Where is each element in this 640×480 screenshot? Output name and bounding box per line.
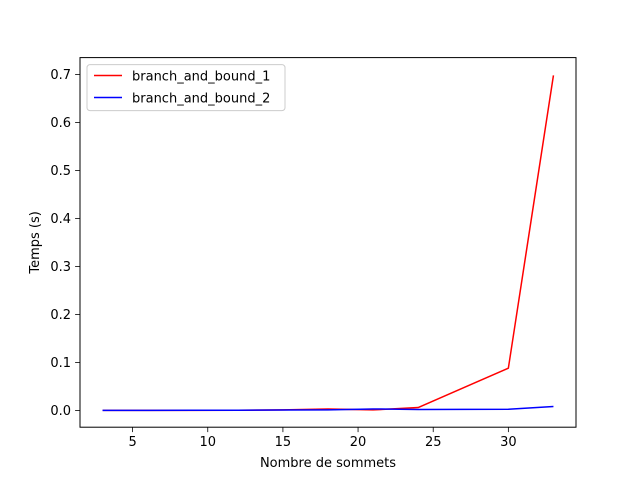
y-tick-label: 0.5 [50, 164, 71, 179]
legend-label-branch-and-bound-2: branch_and_bound_2 [132, 92, 270, 107]
y-tick-label: 0.2 [50, 308, 71, 323]
plot-frame [79, 57, 577, 428]
x-tick-label: 25 [425, 435, 442, 450]
y-tick-label: 0.3 [50, 260, 71, 275]
x-tick-label: 15 [275, 435, 292, 450]
series-layer [102, 75, 555, 412]
series-line-branch-and-bound-2 [102, 405, 554, 412]
x-axis-label: Nombre de sommets [260, 456, 396, 471]
y-tick-label: 0.1 [50, 356, 71, 371]
y-axis-ticks: 0.0 0.1 0.2 0.3 0.4 0.5 0.6 0.7 [50, 68, 80, 419]
x-tick-label: 10 [199, 435, 216, 450]
x-tick-label: 5 [128, 435, 136, 450]
x-axis-ticks: 5 10 15 20 25 30 [128, 427, 517, 450]
y-axis-label: Temps (s) [28, 211, 43, 274]
x-tick-label: 20 [350, 435, 367, 450]
legend: branch_and_bound_1 branch_and_bound_2 [86, 64, 286, 112]
y-tick-label: 0.7 [50, 68, 71, 83]
legend-box [86, 64, 286, 112]
legend-label-branch-and-bound-1: branch_and_bound_1 [132, 70, 270, 85]
y-tick-label: 0.4 [50, 212, 71, 227]
y-tick-label: 0.6 [50, 116, 71, 131]
y-tick-label: 0.0 [50, 404, 71, 419]
x-tick-label: 30 [500, 435, 517, 450]
